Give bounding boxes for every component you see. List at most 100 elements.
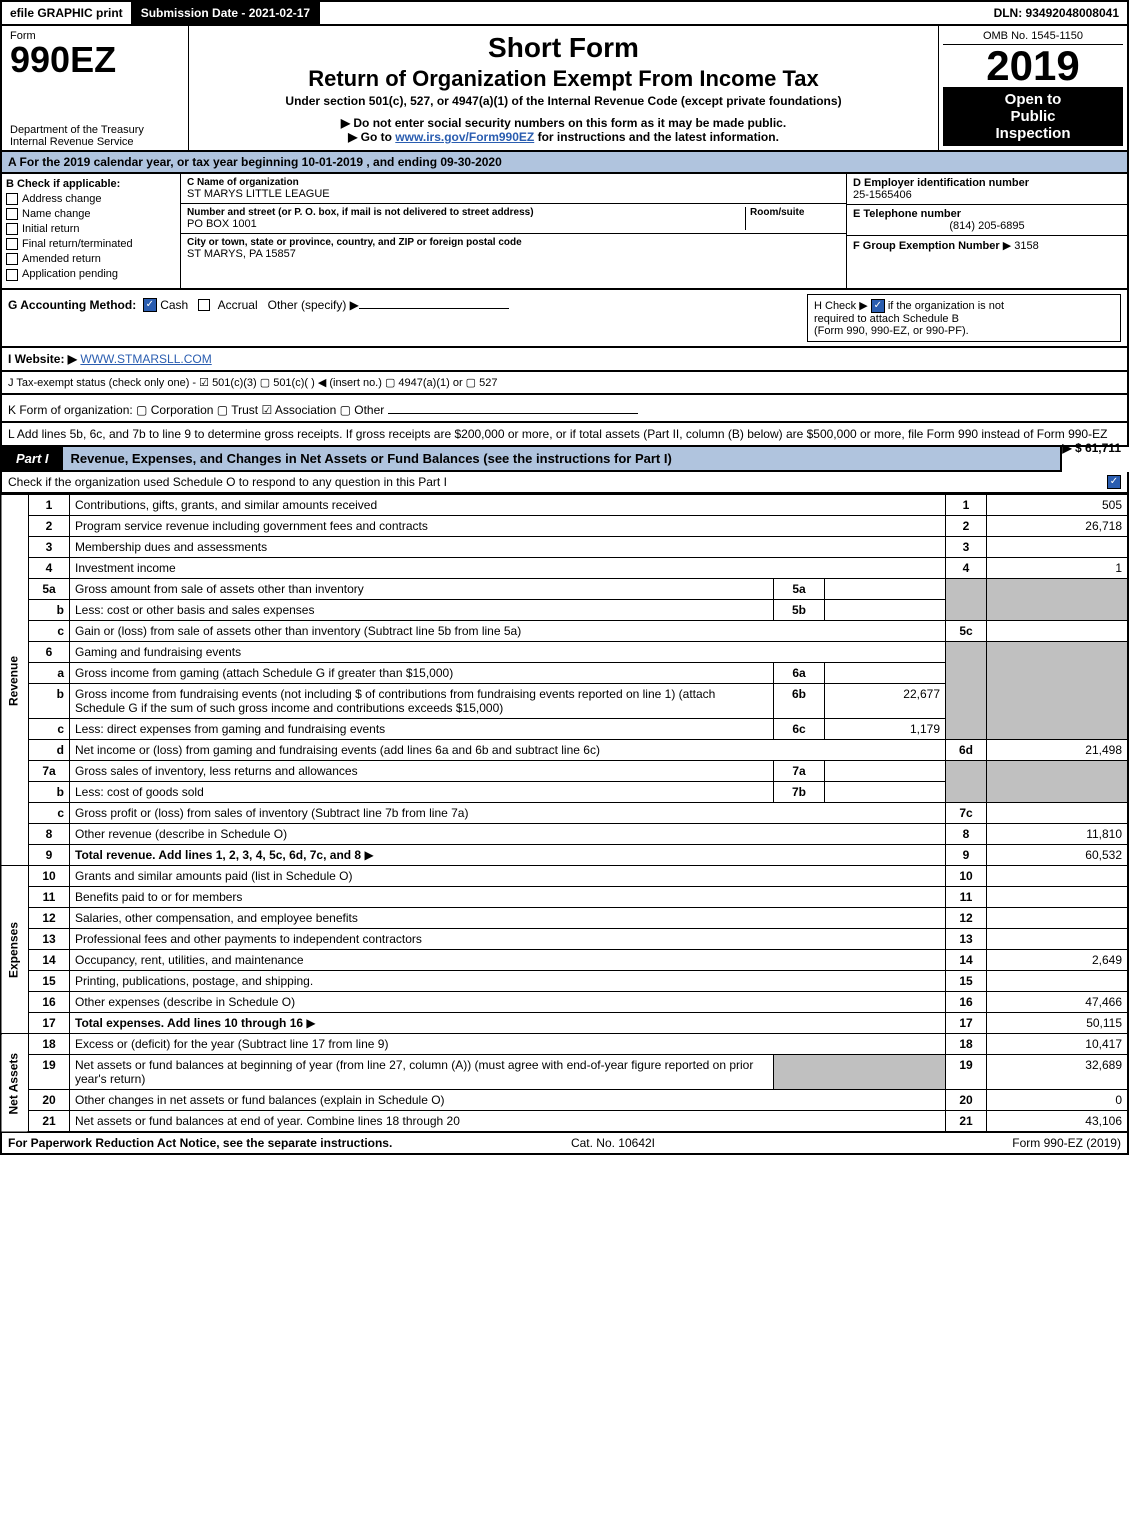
- revenue-side-label: Revenue: [1, 495, 29, 866]
- accounting-method: G Accounting Method: ✓ Cash Accrual Othe…: [8, 294, 797, 313]
- header-right: OMB No. 1545-1150 2019 Open to Public In…: [938, 26, 1127, 150]
- entity-box: B Check if applicable: Address change Na…: [0, 174, 1129, 290]
- line-desc: Printing, publications, postage, and shi…: [70, 971, 946, 992]
- shaded-cell: [946, 642, 987, 740]
- b-label: B Check if applicable:: [6, 178, 176, 190]
- h-check-icon[interactable]: ✓: [871, 299, 885, 313]
- line-desc: Grants and similar amounts paid (list in…: [70, 866, 946, 887]
- mini-box: 7b: [774, 782, 825, 803]
- part1-bar: Part I Revenue, Expenses, and Changes in…: [0, 447, 1062, 472]
- line-box: 21: [946, 1111, 987, 1133]
- line-desc: Less: cost or other basis and sales expe…: [70, 600, 774, 621]
- goto-post: for instructions and the latest informat…: [534, 130, 779, 144]
- line-desc: Contributions, gifts, grants, and simila…: [70, 495, 946, 516]
- page-footer: For Paperwork Reduction Act Notice, see …: [0, 1133, 1129, 1155]
- form-ref: Form 990-EZ (2019): [1012, 1136, 1121, 1150]
- h-line3: (Form 990, 990-EZ, or 990-PF).: [814, 325, 969, 337]
- check-application-pending[interactable]: Application pending: [6, 268, 176, 280]
- line-num: 8: [29, 824, 70, 845]
- header-left: Form 990EZ Department of the Treasury In…: [2, 26, 189, 150]
- check-initial-return[interactable]: Initial return: [6, 223, 176, 235]
- schedule-o-check-icon[interactable]: ✓: [1107, 475, 1121, 489]
- shaded-cell: [987, 761, 1129, 803]
- line-num: a: [29, 663, 70, 684]
- line-desc: Gross income from fundraising events (no…: [70, 684, 774, 719]
- line-num: 16: [29, 992, 70, 1013]
- line-desc: Benefits paid to or for members: [70, 887, 946, 908]
- line-num: 13: [29, 929, 70, 950]
- line-num: b: [29, 684, 70, 719]
- accrual-checkbox[interactable]: [198, 299, 210, 311]
- other-specify-line[interactable]: [359, 294, 509, 309]
- line-num: 5a: [29, 579, 70, 600]
- inspection-l1: Open to: [945, 91, 1121, 108]
- line-num: 4: [29, 558, 70, 579]
- part1-tab: Part I: [2, 447, 63, 470]
- mini-box: 7a: [774, 761, 825, 782]
- goto-pre: ▶ Go to: [348, 130, 395, 144]
- mini-amount: [825, 761, 946, 782]
- form-header: Form 990EZ Department of the Treasury In…: [0, 26, 1129, 152]
- website-link[interactable]: WWW.STMARSLL.COM: [80, 352, 211, 366]
- line-box: 1: [946, 495, 987, 516]
- line-num: 2: [29, 516, 70, 537]
- line-box: 5c: [946, 621, 987, 642]
- line-desc: Net income or (loss) from gaming and fun…: [70, 740, 946, 761]
- paperwork-notice: For Paperwork Reduction Act Notice, see …: [8, 1136, 392, 1150]
- mini-amount: 22,677: [825, 684, 946, 719]
- k-other-line[interactable]: [388, 399, 638, 414]
- line-desc: Gaming and fundraising events: [70, 642, 946, 663]
- line-desc: Less: direct expenses from gaming and fu…: [70, 719, 774, 740]
- line-num: 10: [29, 866, 70, 887]
- line-box: 2: [946, 516, 987, 537]
- line-amount: [987, 621, 1129, 642]
- mini-box: 6c: [774, 719, 825, 740]
- service-line: Internal Revenue Service: [10, 136, 180, 148]
- section-b: B Check if applicable: Address change Na…: [2, 174, 181, 288]
- line-num: 1: [29, 495, 70, 516]
- ein-value: 25-1565406: [853, 189, 1121, 201]
- line-amount: [987, 971, 1129, 992]
- group-exemption-cell: F Group Exemption Number ▶ 3158: [847, 236, 1127, 288]
- check-final-return[interactable]: Final return/terminated: [6, 238, 176, 250]
- line-desc: Other revenue (describe in Schedule O): [70, 824, 946, 845]
- line-box: 11: [946, 887, 987, 908]
- subtitle-goto: ▶ Go to www.irs.gov/Form990EZ for instru…: [197, 130, 930, 144]
- h-post: if the organization is not: [888, 300, 1004, 312]
- line-desc: Total revenue. Add lines 1, 2, 3, 4, 5c,…: [70, 845, 946, 866]
- top-bar: efile GRAPHIC print Submission Date - 20…: [0, 0, 1129, 26]
- period-bar: A For the 2019 calendar year, or tax yea…: [0, 152, 1129, 174]
- line-amount: [987, 887, 1129, 908]
- mini-box: 5b: [774, 600, 825, 621]
- line-box: 3: [946, 537, 987, 558]
- phone-cell: E Telephone number (814) 205-6895: [847, 205, 1127, 236]
- org-name: ST MARYS LITTLE LEAGUE: [187, 188, 840, 200]
- check-name-change[interactable]: Name change: [6, 208, 176, 220]
- line-box: 15: [946, 971, 987, 992]
- line-desc: Gain or (loss) from sale of assets other…: [70, 621, 946, 642]
- g-cash[interactable]: Cash: [160, 298, 188, 312]
- line-amount: [987, 866, 1129, 887]
- cash-check-icon: ✓: [143, 298, 157, 312]
- addr-label: Number and street (or P. O. box, if mail…: [187, 207, 745, 218]
- line-desc: Gross amount from sale of assets other t…: [70, 579, 774, 600]
- check-amended-return[interactable]: Amended return: [6, 253, 176, 265]
- irs-link[interactable]: www.irs.gov/Form990EZ: [395, 130, 534, 144]
- efile-label[interactable]: efile GRAPHIC print: [2, 2, 133, 24]
- row-g-h: G Accounting Method: ✓ Cash Accrual Othe…: [0, 290, 1129, 348]
- expenses-side-label: Expenses: [1, 866, 29, 1034]
- net-assets-side-label: Net Assets: [1, 1034, 29, 1133]
- line-desc: Salaries, other compensation, and employ…: [70, 908, 946, 929]
- check-address-change[interactable]: Address change: [6, 193, 176, 205]
- city-cell: City or town, state or province, country…: [181, 234, 846, 263]
- form-number: 990EZ: [10, 42, 180, 78]
- k-text: K Form of organization: ▢ Corporation ▢ …: [8, 403, 384, 417]
- line-amount: 1: [987, 558, 1129, 579]
- line-amount: 26,718: [987, 516, 1129, 537]
- g-label: G Accounting Method:: [8, 298, 136, 312]
- line-amount: [987, 537, 1129, 558]
- line-amount: 11,810: [987, 824, 1129, 845]
- subtitle-ssn-warning: ▶ Do not enter social security numbers o…: [197, 116, 930, 130]
- address-row: Number and street (or P. O. box, if mail…: [181, 204, 846, 234]
- line-desc: Total expenses. Add lines 10 through 16 …: [70, 1013, 946, 1034]
